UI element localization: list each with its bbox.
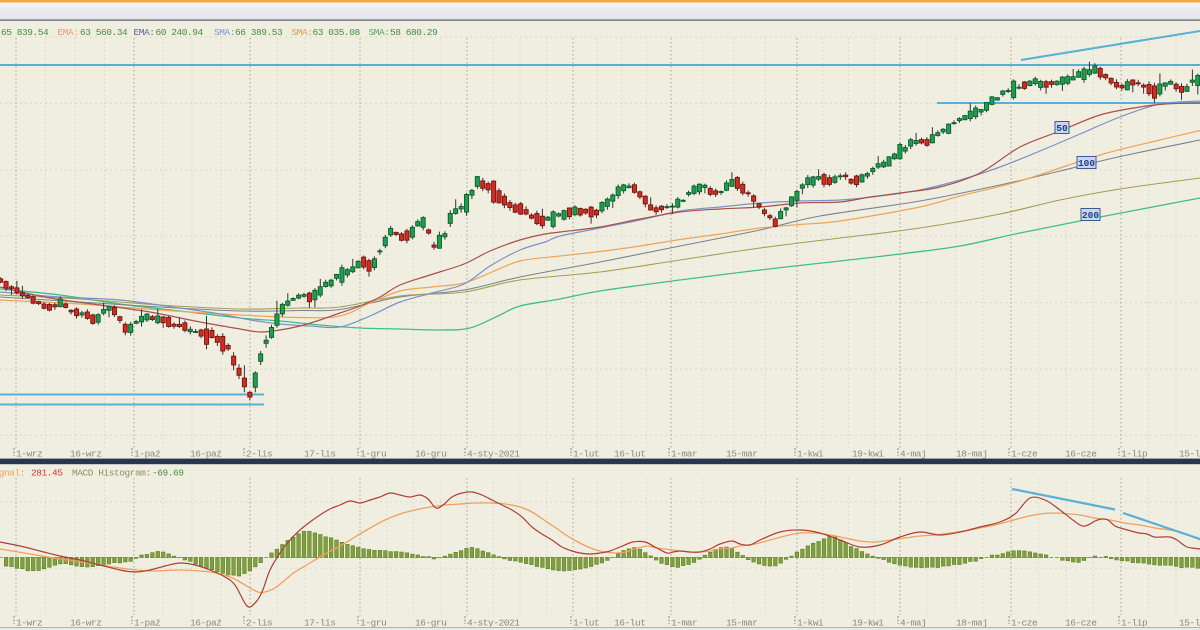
svg-text:16-cze: 16-cze	[1065, 618, 1097, 629]
svg-text:1-cze: 1-cze	[1011, 449, 1038, 460]
svg-text:16-lut: 16-lut	[614, 618, 646, 629]
svg-text:19-kwi: 19-kwi	[852, 618, 884, 629]
svg-text:1-wrz: 1-wrz	[16, 449, 42, 460]
svg-text:2-lis: 2-lis	[246, 618, 272, 629]
svg-text:15-lip: 15-lip	[1179, 618, 1200, 629]
svg-text:19-kwi: 19-kwi	[852, 449, 884, 460]
svg-text:1-gru: 1-gru	[360, 449, 386, 460]
svg-text:SMA:: SMA:	[214, 27, 235, 38]
svg-text:15-mar: 15-mar	[726, 449, 758, 460]
svg-text:1-mar: 1-mar	[671, 618, 697, 629]
svg-text:1-paź: 1-paź	[134, 449, 160, 460]
svg-text:4-maj: 4-maj	[900, 618, 926, 629]
svg-text:1-kwi: 1-kwi	[797, 618, 824, 629]
svg-text:1-wrz: 1-wrz	[16, 618, 42, 629]
svg-text:1-lut: 1-lut	[573, 618, 599, 629]
svg-text:16-wrz: 16-wrz	[70, 449, 102, 460]
svg-text:17-lis: 17-lis	[304, 618, 336, 629]
svg-text:EMA:: EMA:	[134, 27, 155, 38]
svg-text:58 680.29: 58 680.29	[390, 27, 438, 38]
svg-text:1-lip: 1-lip	[1121, 618, 1148, 629]
svg-text:100: 100	[1078, 158, 1095, 169]
svg-text:ignal:: ignal:	[0, 468, 25, 479]
svg-text:MACD Histogram:: MACD Histogram:	[72, 468, 151, 479]
svg-text:1-lut: 1-lut	[573, 449, 599, 460]
svg-text:15-mar: 15-mar	[726, 618, 758, 629]
svg-text:1-paź: 1-paź	[134, 618, 160, 629]
svg-text:17-lis: 17-lis	[304, 449, 336, 460]
svg-text:1-kwi: 1-kwi	[797, 449, 824, 460]
svg-text:65 839.54: 65 839.54	[1, 27, 49, 38]
svg-text:16-lut: 16-lut	[614, 449, 646, 460]
svg-text:63 035.08: 63 035.08	[313, 27, 361, 38]
svg-text:16-wrz: 16-wrz	[70, 618, 102, 629]
svg-text:4-sty-2021: 4-sty-2021	[467, 618, 520, 629]
svg-text:16-gru: 16-gru	[415, 618, 447, 629]
svg-text:EMA:: EMA:	[58, 27, 79, 38]
svg-text:281.45: 281.45	[31, 468, 63, 479]
svg-text:2-lis: 2-lis	[246, 449, 272, 460]
svg-text:18-maj: 18-maj	[956, 449, 988, 460]
svg-text:16-cze: 16-cze	[1065, 449, 1097, 460]
svg-text:4-sty-2021: 4-sty-2021	[467, 449, 520, 460]
svg-text:1-gru: 1-gru	[360, 618, 386, 629]
svg-text:50: 50	[1056, 123, 1068, 134]
svg-text:SMA:: SMA:	[369, 27, 390, 38]
svg-text:66 389.53: 66 389.53	[235, 27, 283, 38]
svg-text:1-mar: 1-mar	[671, 449, 697, 460]
svg-text:16-paź: 16-paź	[190, 449, 222, 460]
svg-text:63 560.34: 63 560.34	[80, 27, 128, 38]
svg-text:1-cze: 1-cze	[1011, 618, 1038, 629]
svg-text:200: 200	[1082, 210, 1099, 221]
svg-text:60 240.94: 60 240.94	[156, 27, 204, 38]
svg-text:SMA:: SMA:	[292, 27, 313, 38]
svg-text:1-lip: 1-lip	[1121, 449, 1148, 460]
svg-text:16-paź: 16-paź	[190, 618, 222, 629]
svg-text:-69.69: -69.69	[152, 468, 184, 479]
svg-text:16-gru: 16-gru	[415, 449, 447, 460]
svg-text:18-maj: 18-maj	[956, 618, 988, 629]
svg-text:4-maj: 4-maj	[900, 449, 926, 460]
svg-text:15-lip: 15-lip	[1179, 449, 1200, 460]
